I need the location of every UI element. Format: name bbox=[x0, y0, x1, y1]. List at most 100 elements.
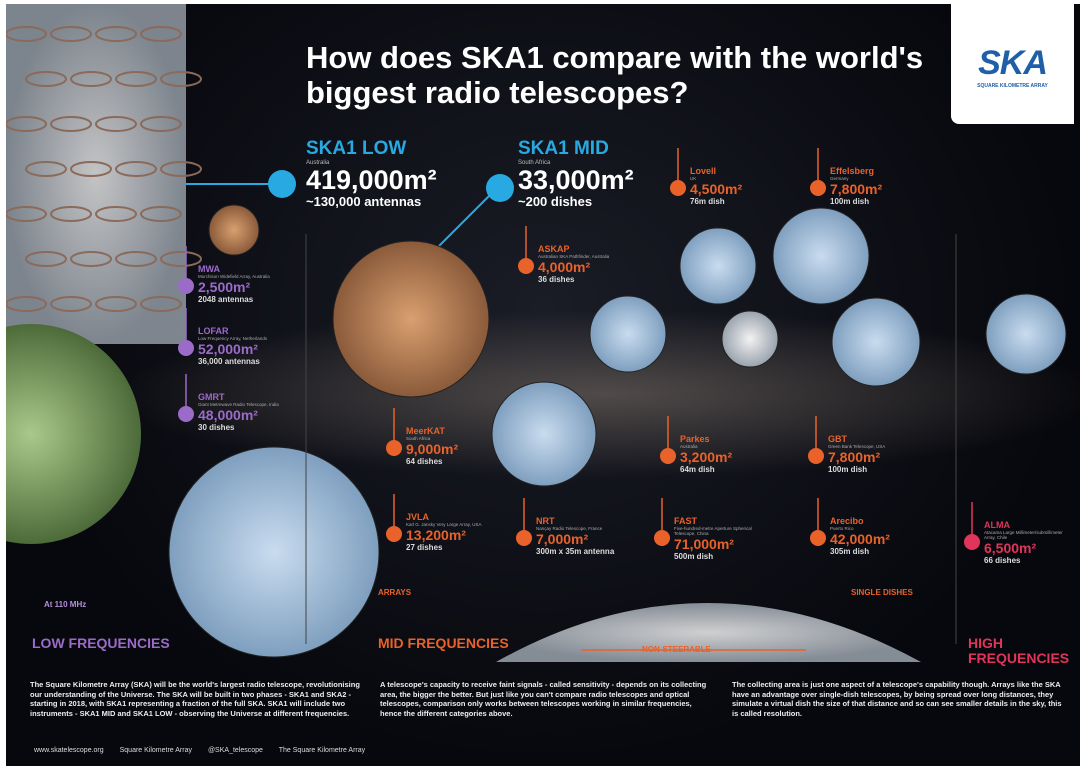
detail: 76m dish bbox=[690, 197, 725, 206]
paragraph: A telescope's capacity to receive faint … bbox=[380, 680, 707, 718]
label: At 110 MHz bbox=[44, 600, 87, 609]
area: 6,500m² bbox=[984, 540, 1037, 556]
name: SKA1 MID bbox=[518, 138, 609, 159]
antenna bbox=[160, 161, 202, 177]
antenna bbox=[6, 206, 47, 222]
subtitle: Atacama Large Millimeter/submillimeter A… bbox=[984, 530, 1063, 540]
antenna bbox=[140, 26, 182, 42]
dot bbox=[178, 278, 194, 294]
antenna bbox=[95, 116, 137, 132]
photo bbox=[721, 310, 779, 368]
logo-subtitle: SQUARE KILOMETRE ARRAY bbox=[977, 83, 1048, 89]
antenna bbox=[50, 206, 92, 222]
detail: ~130,000 antennas bbox=[306, 194, 422, 209]
telescope: GMRT Giant Metrewave Radio Telescope, Ind… bbox=[198, 392, 288, 432]
location: South Africa bbox=[518, 160, 551, 166]
area: 7,800m² bbox=[828, 449, 881, 465]
category: LOW FREQUENCIES bbox=[32, 635, 170, 651]
telescope: FAST Five-hundred-metre Aperture Spherica… bbox=[674, 516, 764, 561]
antenna bbox=[25, 161, 67, 177]
telescope: MeerKAT South Africa 9,000m² 64 dishes bbox=[406, 426, 496, 466]
name: NRT bbox=[536, 516, 555, 526]
link[interactable]: @SKA_telescope bbox=[207, 747, 263, 754]
photo bbox=[6, 324, 141, 544]
link[interactable]: The Square Kilometre Array bbox=[278, 747, 366, 754]
photo bbox=[332, 240, 490, 398]
detail: 100m dish bbox=[830, 197, 870, 206]
detail: 2048 antennas bbox=[198, 295, 254, 304]
telescope: LOFAR Low Frequency Array, Netherlands 52,… bbox=[198, 326, 288, 366]
subtitle: UK bbox=[690, 176, 697, 181]
dot bbox=[964, 534, 980, 550]
area: 42,000m² bbox=[830, 531, 890, 547]
icon bbox=[486, 174, 514, 202]
dot bbox=[810, 180, 826, 196]
area: 13,200m² bbox=[406, 527, 466, 543]
telescope: Effelsberg Germany 7,800m² 100m dish bbox=[830, 166, 920, 206]
name: MeerKAT bbox=[406, 426, 445, 436]
subtitle: South Africa bbox=[406, 436, 431, 441]
antenna bbox=[95, 26, 137, 42]
dot bbox=[516, 530, 532, 546]
logo: SKA SQUARE KILOMETRE ARRAY bbox=[951, 4, 1074, 124]
detail: 66 dishes bbox=[984, 556, 1021, 565]
antenna bbox=[6, 296, 47, 312]
panel: How does SKA1 compare with the world's b… bbox=[6, 4, 1080, 766]
paragraph: The Square Kilometre Array (SKA) will be… bbox=[30, 680, 360, 718]
dot bbox=[386, 440, 402, 456]
antenna bbox=[25, 71, 67, 87]
label: ARRAYS bbox=[378, 588, 412, 597]
area: 7,000m² bbox=[536, 531, 589, 547]
logo-text: SKA bbox=[978, 44, 1048, 82]
antenna bbox=[70, 251, 112, 267]
subtitle: Karl G. Jansky Very Large Array, USA bbox=[406, 522, 482, 527]
links: www.skatelescope.org Square Kilometre Ar… bbox=[34, 747, 379, 754]
detail: 500m dish bbox=[674, 552, 714, 561]
area: 71,000m² bbox=[674, 536, 734, 552]
detail: 300m x 35m antenna bbox=[536, 547, 615, 556]
subtitle: Five-hundred-metre Aperture Spherical Te… bbox=[674, 526, 752, 536]
name: Effelsberg bbox=[830, 166, 875, 176]
dot bbox=[810, 530, 826, 546]
photo bbox=[831, 297, 921, 387]
telescope: Parkes Australia 3,200m² 64m dish bbox=[680, 434, 770, 474]
detail: 27 dishes bbox=[406, 543, 443, 552]
antenna bbox=[50, 116, 92, 132]
photo bbox=[6, 4, 186, 344]
label: NON-STEERABLE bbox=[642, 645, 711, 654]
category: HIGH FREQUENCIES bbox=[968, 635, 1070, 666]
name: GBT bbox=[828, 434, 847, 444]
decoration bbox=[6, 4, 1067, 662]
antenna bbox=[70, 161, 112, 177]
area: 33,000m² bbox=[518, 165, 634, 195]
telescope: GBT Green Bank Telescope, USA 7,800m² 100m … bbox=[828, 434, 918, 474]
antenna bbox=[25, 251, 67, 267]
name: FAST bbox=[674, 516, 698, 526]
area: 52,000m² bbox=[198, 341, 258, 357]
ska1-low: SKA1 LOW Australia 419,000m² ~130,000 an… bbox=[306, 138, 437, 209]
photo bbox=[679, 227, 757, 305]
antenna bbox=[115, 161, 157, 177]
detail: 64 dishes bbox=[406, 457, 443, 466]
area: 9,000m² bbox=[406, 441, 459, 457]
link[interactable]: Square Kilometre Array bbox=[119, 747, 192, 754]
subtitle: Giant Metrewave Radio Telescope, India bbox=[198, 402, 279, 407]
link[interactable]: www.skatelescope.org bbox=[34, 747, 104, 754]
dot bbox=[670, 180, 686, 196]
name: ALMA bbox=[984, 520, 1010, 530]
antenna bbox=[6, 116, 47, 132]
name: LOFAR bbox=[198, 326, 229, 336]
subtitle: Germany bbox=[830, 176, 849, 181]
name: GMRT bbox=[198, 392, 225, 402]
area: 4,500m² bbox=[690, 181, 743, 197]
subtitle: Nançay Radio Telescope, France bbox=[536, 526, 603, 531]
telescope: ASKAP Australian SKA Pathfinder, Australi… bbox=[538, 244, 628, 284]
subtitle: Australian SKA Pathfinder, Australia bbox=[538, 254, 610, 259]
subtitle: Low Frequency Array, Netherlands bbox=[198, 336, 267, 341]
telescope: MWA Murchison Widefield Array, Australia 2… bbox=[198, 264, 288, 304]
dot bbox=[178, 406, 194, 422]
photo bbox=[168, 446, 380, 658]
icon bbox=[268, 170, 296, 198]
dot bbox=[654, 530, 670, 546]
